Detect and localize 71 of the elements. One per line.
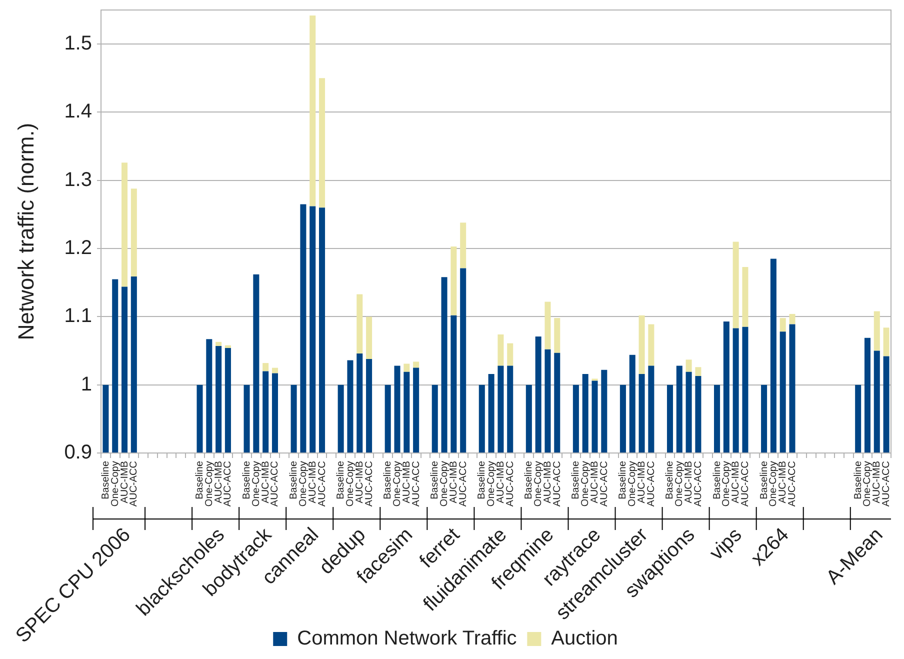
y-tick-label: 1.1 (64, 305, 92, 328)
x-tick-label: AUC-ACC (552, 461, 563, 507)
x-tick-label: One-Copy (250, 461, 262, 507)
x-tick-label: One-Copy (674, 461, 686, 507)
x-tick-label: AUC-IMB (448, 460, 460, 504)
x-tick-label: AUC-IMB (495, 460, 506, 504)
x-tick-label: AUC-IMB (260, 460, 272, 504)
x-tick-label: AUC-IMB (590, 460, 600, 504)
legend-label: Common Network Traffic (297, 628, 517, 650)
x-tick-label: One-Copy (721, 461, 732, 507)
x-tick-label: Baseline (852, 460, 864, 500)
x-tick-label: AUC-ACC (270, 461, 281, 507)
x-tick-label: AUC-IMB (730, 460, 742, 504)
x-tick-label: One-Copy (110, 461, 121, 507)
x-tick-label: Baseline (288, 460, 300, 500)
x-tick-label: AUC-ACC (740, 461, 751, 507)
x-tick-label: AUC-ACC (128, 461, 140, 507)
y-tick-label: 1 (80, 373, 92, 396)
x-tick-label: One-Copy (392, 461, 403, 507)
x-tick-label: Baseline (664, 460, 676, 500)
x-tick-label: Baseline (758, 460, 770, 500)
y-tick-label: 0.9 (64, 442, 92, 464)
x-tick-label: One-Copy (533, 461, 544, 507)
x-tick-label: One-Copy (439, 461, 450, 507)
y-axis-title: Network traffic (norm.) (13, 122, 38, 340)
x-tick-label: One-Copy (580, 461, 592, 507)
x-tick-label: Baseline (194, 460, 206, 500)
x-tick-label: One-Copy (627, 461, 638, 507)
y-tick-label: 1.2 (64, 237, 92, 260)
x-tick-label: One-Copy (344, 461, 356, 507)
x-tick-label: AUC-IMB (542, 460, 554, 504)
x-tick-label: AUC-ACC (881, 461, 892, 507)
x-tick-label: AUC-ACC (222, 461, 234, 507)
x-tick-label: Baseline (570, 460, 582, 500)
x-tick-label: AUC-ACC (787, 461, 798, 507)
x-tick-label: AUC-IMB (401, 460, 412, 504)
x-tick-label: AUC-IMB (213, 460, 224, 504)
x-tick-label: Baseline (100, 460, 112, 500)
x-tick-label: AUC-ACC (410, 461, 422, 507)
x-tick-label: Baseline (618, 460, 629, 500)
x-tick-label: One-Copy (486, 461, 498, 507)
x-tick-label: AUC-ACC (364, 461, 375, 507)
x-tick-label: AUC-ACC (598, 461, 610, 507)
x-tick-label: Baseline (476, 460, 488, 500)
x-tick-label: One-Copy (298, 461, 309, 507)
x-tick-label: AUC-ACC (646, 461, 657, 507)
text: vips (706, 524, 746, 565)
x-tick-label: AUC-ACC (458, 461, 469, 507)
x-tick-label: AUC-IMB (354, 460, 366, 504)
x-tick-label: AUC-ACC (316, 461, 328, 507)
x-tick-label: Baseline (242, 460, 253, 500)
x-tick-label: One-Copy (768, 461, 780, 507)
x-tick-label: Baseline (524, 460, 535, 500)
x-tick-label: Baseline (336, 460, 347, 500)
x-tick-label: One-Copy (204, 461, 215, 507)
x-tick-label: Baseline (382, 460, 394, 500)
x-tick-label: AUC-ACC (692, 461, 704, 507)
x-tick-label: AUC-IMB (684, 460, 695, 504)
x-tick-label: Baseline (712, 460, 723, 500)
x-tick-label: AUC-ACC (504, 461, 516, 507)
x-tick-label: Baseline (430, 460, 441, 500)
x-tick-label: AUC-IMB (778, 460, 789, 504)
x-tick-label: AUC-IMB (307, 460, 318, 504)
x-tick-label: One-Copy (862, 461, 874, 507)
y-tick-label: 1.4 (64, 100, 92, 123)
x-tick-label: AUC-IMB (636, 460, 648, 504)
x-tick-label: AUC-IMB (119, 460, 130, 504)
legend-label: Auction (551, 628, 618, 650)
y-tick-label: 1.5 (64, 32, 92, 55)
x-tick-label: AUC-IMB (872, 460, 883, 504)
y-tick-label: 1.3 (64, 168, 92, 191)
